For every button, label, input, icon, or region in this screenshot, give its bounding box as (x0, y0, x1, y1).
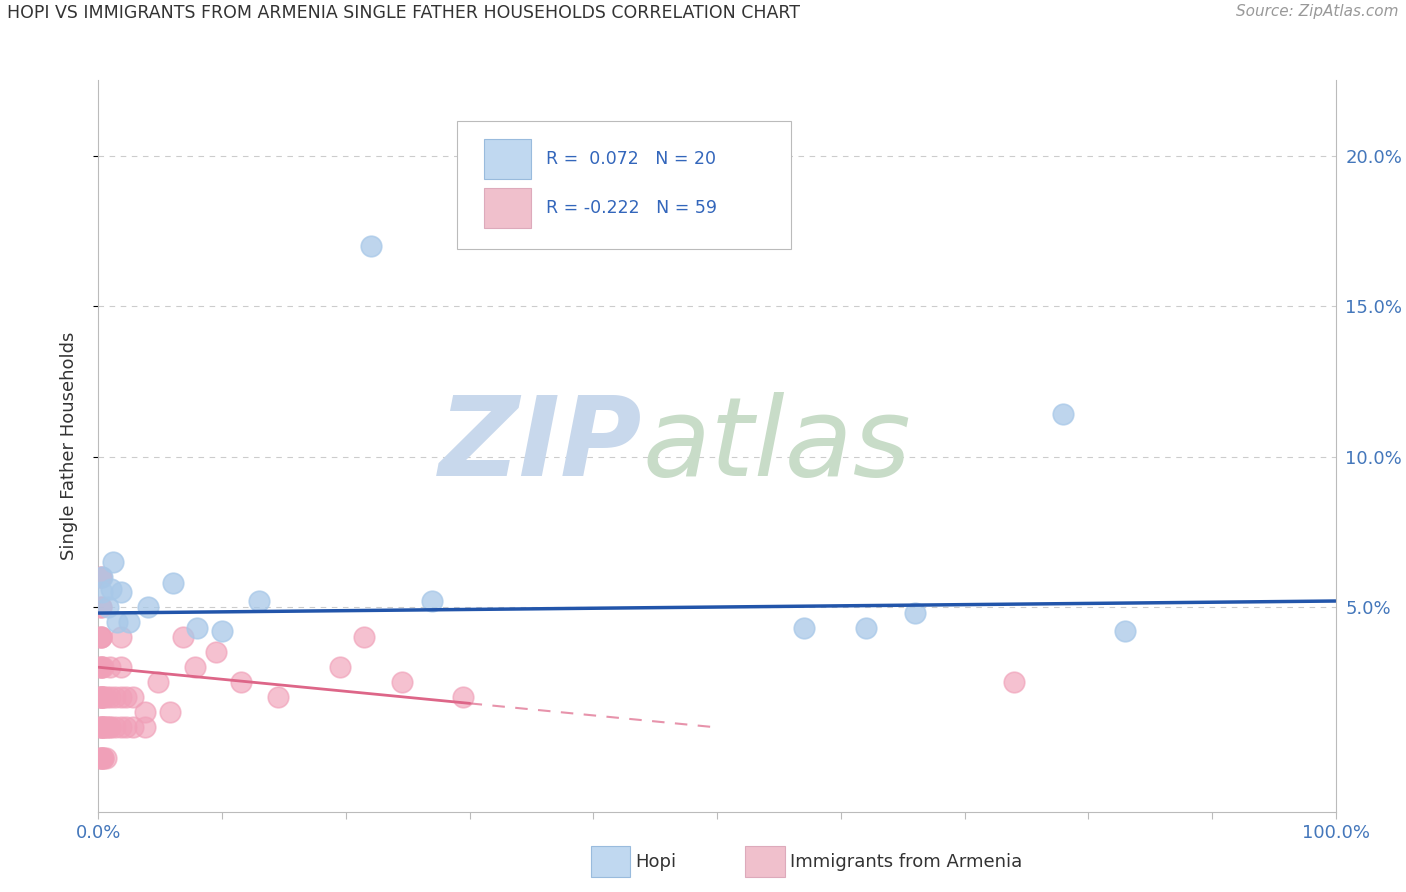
Point (90, 690, 112, 705)
Y-axis label: Single Father Households: Single Father Households (59, 332, 77, 560)
Point (162, 576, 184, 591)
Point (110, 690, 132, 705)
Point (90, 660, 112, 674)
Point (205, 645, 228, 659)
Point (97, 600, 120, 615)
Point (186, 621, 208, 635)
Point (93, 690, 115, 705)
Point (103, 721, 125, 735)
Point (90, 750, 112, 764)
Point (98, 721, 121, 735)
Point (90, 721, 112, 735)
Text: Source: ZipAtlas.com: Source: ZipAtlas.com (1236, 4, 1399, 20)
Point (360, 239, 382, 253)
Point (90, 630, 112, 644)
Point (118, 615, 141, 629)
Point (90, 750, 112, 764)
Point (94, 690, 117, 705)
Point (90, 630, 112, 644)
Point (172, 630, 194, 644)
Point (110, 660, 132, 674)
Point (93, 750, 115, 764)
Point (110, 630, 132, 644)
Point (1002, 675, 1025, 690)
Point (855, 621, 877, 635)
Text: atlas: atlas (643, 392, 911, 500)
FancyBboxPatch shape (457, 120, 792, 249)
Point (90, 600, 112, 615)
Point (353, 630, 375, 644)
Point (114, 721, 136, 735)
Point (91, 570, 114, 584)
Point (93, 721, 115, 735)
Point (90, 570, 112, 584)
Point (103, 690, 125, 705)
Point (93, 690, 115, 705)
Point (114, 690, 136, 705)
Point (94, 721, 117, 735)
Point (453, 690, 475, 705)
Point (93, 660, 115, 674)
Point (122, 721, 145, 735)
Point (110, 585, 132, 599)
Point (793, 621, 815, 635)
Text: R = -0.222   N = 59: R = -0.222 N = 59 (547, 199, 717, 218)
Point (267, 690, 290, 705)
Text: Immigrants from Armenia: Immigrants from Armenia (790, 853, 1022, 871)
Point (110, 721, 132, 735)
FancyBboxPatch shape (485, 188, 531, 228)
Point (90, 570, 112, 584)
Point (159, 706, 181, 720)
Point (93, 721, 115, 735)
Point (90, 721, 112, 735)
Point (1114, 624, 1136, 639)
Point (105, 615, 128, 629)
Point (98, 721, 121, 735)
Text: Hopi: Hopi (636, 853, 676, 871)
FancyBboxPatch shape (485, 139, 531, 179)
Point (90, 690, 112, 705)
Point (134, 721, 156, 735)
Point (90, 690, 112, 705)
Point (904, 606, 927, 620)
Text: R =  0.072   N = 20: R = 0.072 N = 20 (547, 150, 716, 169)
Point (93, 750, 115, 764)
Point (122, 690, 145, 705)
Point (90, 660, 112, 674)
Point (211, 624, 233, 639)
Point (247, 594, 270, 608)
Point (90, 750, 112, 764)
Point (94, 721, 117, 735)
Point (98, 660, 121, 674)
Point (146, 675, 169, 690)
Point (229, 675, 252, 690)
Point (94, 750, 117, 764)
Point (98, 690, 121, 705)
Point (90, 630, 112, 644)
Point (90, 660, 112, 674)
Point (134, 706, 156, 720)
Point (90, 600, 112, 615)
Point (422, 594, 444, 608)
Point (90, 690, 112, 705)
Point (1052, 408, 1074, 422)
Point (91, 585, 114, 599)
Point (103, 555, 125, 569)
Text: HOPI VS IMMIGRANTS FROM ARMENIA SINGLE FATHER HOUSEHOLDS CORRELATION CHART: HOPI VS IMMIGRANTS FROM ARMENIA SINGLE F… (7, 4, 800, 22)
Point (90, 721, 112, 735)
Point (100, 582, 122, 596)
Point (329, 660, 352, 674)
Text: ZIP: ZIP (439, 392, 643, 500)
Point (184, 660, 207, 674)
Point (391, 675, 413, 690)
Point (136, 600, 159, 615)
